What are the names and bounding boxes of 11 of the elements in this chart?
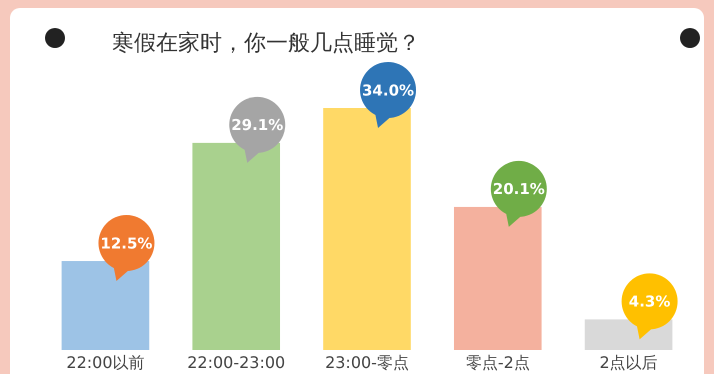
data-label: 4.3% <box>628 292 670 311</box>
data-label: 20.1% <box>492 180 545 198</box>
data-label: 12.5% <box>100 234 152 252</box>
data-label: 29.1% <box>231 116 284 134</box>
chart-title: 寒假在家时，你一般几点睡觉？ <box>112 31 420 56</box>
x-tick-label: 22:00以前 <box>66 353 144 372</box>
x-tick-label: 2点以后 <box>599 353 658 372</box>
x-tick-label: 22:00-23:00 <box>187 353 286 372</box>
x-tick-label: 23:00-零点 <box>325 353 409 372</box>
x-tick-label: 零点-2点 <box>466 353 530 372</box>
data-label: 34.0% <box>362 81 414 100</box>
